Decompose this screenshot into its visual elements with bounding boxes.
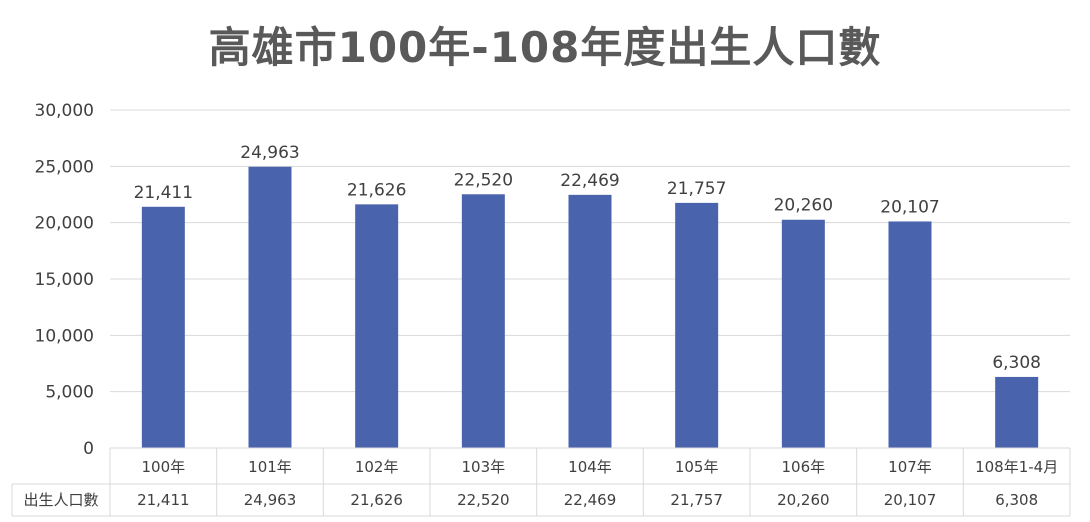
bar <box>675 202 719 448</box>
table-value: 21,411 <box>137 491 190 509</box>
table-value: 20,107 <box>884 491 937 509</box>
y-axis-ticks: 0 5,000 10,000 15,000 20,000 25,000 30,000 <box>35 101 94 459</box>
data-label: 22,520 <box>454 170 513 190</box>
table-value: 21,757 <box>670 491 723 509</box>
y-tick-label: 20,000 <box>35 214 94 234</box>
bar <box>781 219 825 448</box>
table-value: 24,963 <box>244 491 297 509</box>
bar <box>248 166 292 449</box>
category-label: 108年1-4月 <box>975 458 1058 476</box>
y-tick-label: 30,000 <box>35 101 94 121</box>
category-label: 101年 <box>248 458 292 476</box>
bar <box>888 221 932 448</box>
data-label: 6,308 <box>992 353 1041 373</box>
category-label: 104年 <box>568 458 612 476</box>
bar <box>568 194 612 448</box>
data-label: 22,469 <box>560 171 619 191</box>
table-value: 21,626 <box>350 491 403 509</box>
y-tick-label: 5,000 <box>45 383 94 403</box>
category-label: 103年 <box>462 458 506 476</box>
table-series-name: 出生人口數 <box>23 491 98 509</box>
y-tick-label: 15,000 <box>35 270 94 290</box>
data-label: 20,107 <box>880 197 939 217</box>
table-value: 6,308 <box>995 491 1038 509</box>
data-label: 21,757 <box>667 179 726 199</box>
y-tick-label: 0 <box>83 439 94 459</box>
chart-title: 高雄市100年-108年度出生人口數 <box>208 23 882 72</box>
table-value: 22,469 <box>564 491 617 509</box>
bar <box>355 204 399 448</box>
category-label: 100年 <box>142 458 186 476</box>
data-labels: 21,411 24,963 21,626 22,520 22,469 21,757 20,2… <box>134 143 1041 373</box>
y-tick-label: 25,000 <box>35 157 94 177</box>
category-label: 106年 <box>782 458 826 476</box>
table-value: 22,520 <box>457 491 510 509</box>
data-label: 21,411 <box>134 183 193 203</box>
category-label: 107年 <box>888 458 932 476</box>
data-label: 21,626 <box>347 180 406 200</box>
bar <box>461 194 505 448</box>
data-table: 100年 101年 102年 103年 104年 105年 106年 107年 108年1-4月… <box>11 447 1071 517</box>
category-label: 105年 <box>675 458 719 476</box>
data-label: 24,963 <box>240 143 299 163</box>
data-label: 20,260 <box>774 196 833 216</box>
bar <box>141 206 185 448</box>
y-tick-label: 10,000 <box>35 326 94 346</box>
category-label: 102年 <box>355 458 399 476</box>
bar <box>995 376 1039 448</box>
table-value: 20,260 <box>777 491 830 509</box>
bars <box>141 166 1039 449</box>
